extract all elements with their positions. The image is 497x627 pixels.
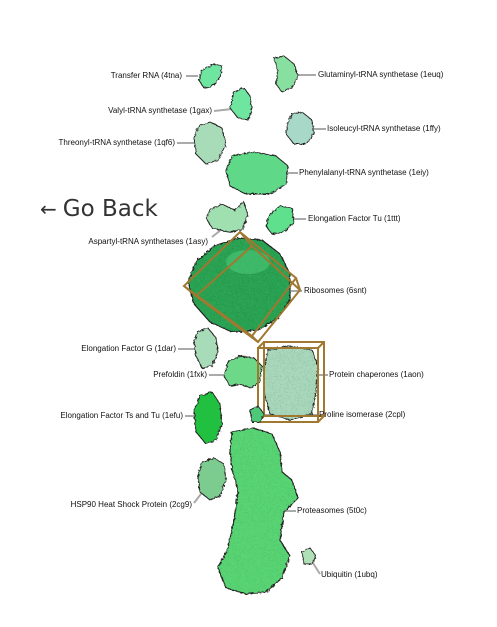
- proline-isomerase-molecule[interactable]: [249, 405, 265, 423]
- label-threonyl[interactable]: Threonyl-tRNA synthetase (1qf6): [58, 138, 176, 147]
- label-chaperones[interactable]: Protein chaperones (1aon): [329, 370, 424, 379]
- hsp90-molecule[interactable]: [197, 457, 227, 501]
- prefoldin-molecule[interactable]: [223, 355, 263, 389]
- ubiquitin-molecule[interactable]: [301, 547, 317, 565]
- ribosome-molecule[interactable]: [187, 237, 291, 333]
- transfer-rna-molecule[interactable]: [198, 63, 223, 89]
- label-isoleucyl[interactable]: Isoleucyl-tRNA synthetase (1ffy): [327, 124, 441, 133]
- label-proteasomes[interactable]: Proteasomes (5t0c): [297, 506, 367, 515]
- label-valyl[interactable]: Valyl-tRNA synthetase (1gax): [108, 106, 212, 115]
- aspartyl-molecule[interactable]: [205, 201, 249, 233]
- threonyl-molecule[interactable]: [193, 121, 227, 165]
- label-phenylalanyl[interactable]: Phenylalanyl-tRNA synthetase (1eiy): [299, 168, 429, 177]
- ef-tu-molecule[interactable]: [265, 205, 295, 235]
- glutaminyl-molecule[interactable]: [273, 55, 299, 93]
- valyl-molecule[interactable]: [229, 87, 253, 121]
- go-back-button[interactable]: ← Go Back: [40, 194, 158, 224]
- phenylalanyl-molecule[interactable]: [225, 151, 289, 195]
- label-ef-g[interactable]: Elongation Factor G (1dar): [81, 344, 176, 353]
- ef-g-molecule[interactable]: [193, 327, 219, 369]
- isoleucyl-molecule[interactable]: [285, 111, 315, 145]
- label-ubiquitin[interactable]: Ubiquitin (1ubq): [321, 570, 378, 579]
- label-hsp90[interactable]: HSP90 Heat Shock Protein (2cg9): [70, 500, 192, 509]
- chaperones-molecule[interactable]: [263, 345, 319, 421]
- ribosome-selection-box: [182, 230, 302, 344]
- back-arrow-icon: ←: [40, 197, 57, 221]
- ef-ts-tu-molecule[interactable]: [193, 391, 223, 445]
- label-glutaminyl[interactable]: Glutaminyl-tRNA synthetase (1euq): [318, 70, 444, 79]
- label-ef-tu[interactable]: Elongation Factor Tu (1ttt): [308, 214, 401, 223]
- label-ef-ts-tu[interactable]: Elongation Factor Ts and Tu (1efu): [60, 411, 183, 420]
- go-back-label: Go Back: [62, 196, 158, 222]
- label-proline-isomerase[interactable]: Proline isomerase (2cpl): [319, 410, 406, 419]
- label-ribosomes[interactable]: Ribosomes (6snt): [304, 286, 367, 295]
- label-prefoldin[interactable]: Prefoldin (1fxk): [153, 370, 207, 379]
- label-transfer-rna[interactable]: Transfer RNA (4tna): [110, 71, 182, 80]
- proteasomes-molecule[interactable]: [217, 427, 299, 595]
- label-aspartyl[interactable]: Aspartyl-tRNA synthetases (1asy): [88, 237, 208, 246]
